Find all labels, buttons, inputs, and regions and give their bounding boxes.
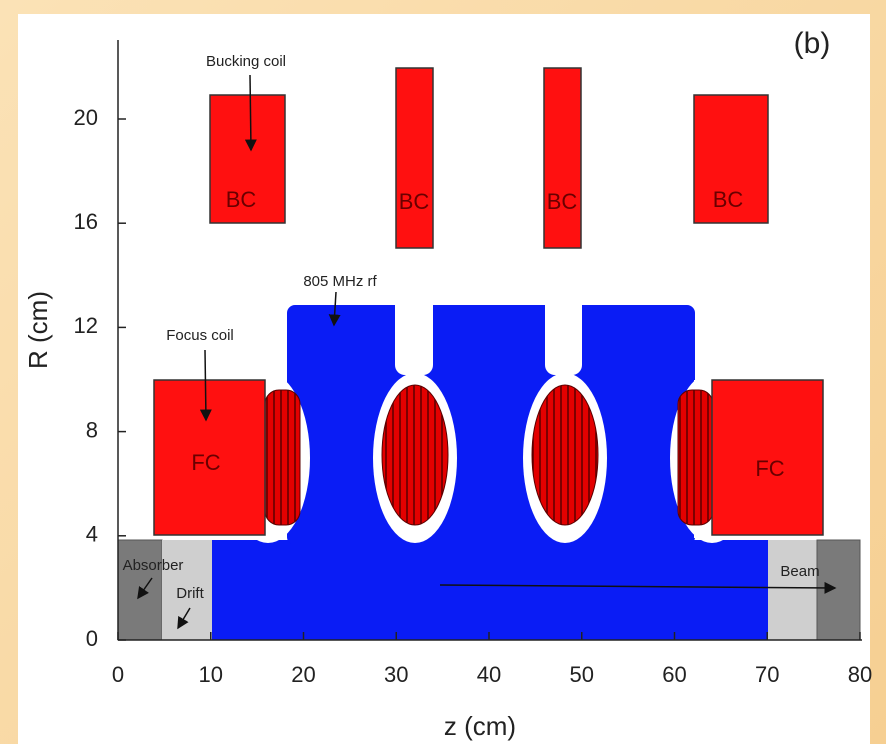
coil-label: BC xyxy=(399,189,430,214)
coil-label: BC xyxy=(226,187,257,212)
drift-block xyxy=(768,540,817,640)
y-tick-label: 8 xyxy=(86,417,98,442)
x-tick-label: 0 xyxy=(112,662,124,687)
x-tick-label: 60 xyxy=(662,662,686,687)
x-tick-label: 20 xyxy=(291,662,315,687)
y-tick-label: 4 xyxy=(86,522,98,547)
annotation: Beam xyxy=(780,563,819,580)
annotation: Absorber xyxy=(123,557,184,574)
y-tick-label: 12 xyxy=(74,313,98,338)
x-tick-label: 10 xyxy=(199,662,223,687)
y-axis-label: R (cm) xyxy=(23,291,53,369)
annotation: Drift xyxy=(176,585,204,602)
y-tick-label: 0 xyxy=(86,626,98,651)
x-tick-label: 70 xyxy=(755,662,779,687)
coil-label: FC xyxy=(755,456,784,481)
x-tick-label: 30 xyxy=(384,662,408,687)
x-tick-label: 40 xyxy=(477,662,501,687)
x-tick-label: 80 xyxy=(848,662,872,687)
coil-label: BC xyxy=(713,187,744,212)
panel-label: (b) xyxy=(794,27,831,60)
coils xyxy=(153,67,824,536)
y-tick-label: 16 xyxy=(74,209,98,234)
coil-label: FC xyxy=(191,450,220,475)
y-tick-label: 20 xyxy=(74,105,98,130)
absorber-block xyxy=(816,539,861,641)
coil-label: BC xyxy=(547,189,578,214)
absorber-block xyxy=(117,539,163,641)
annotation: Bucking coil xyxy=(206,53,286,70)
annotation: 805 MHz rf xyxy=(303,273,377,290)
annotation: Focus coil xyxy=(166,327,234,344)
x-axis-label: z (cm) xyxy=(444,711,516,741)
x-tick-label: 50 xyxy=(570,662,594,687)
arrows xyxy=(137,74,837,630)
